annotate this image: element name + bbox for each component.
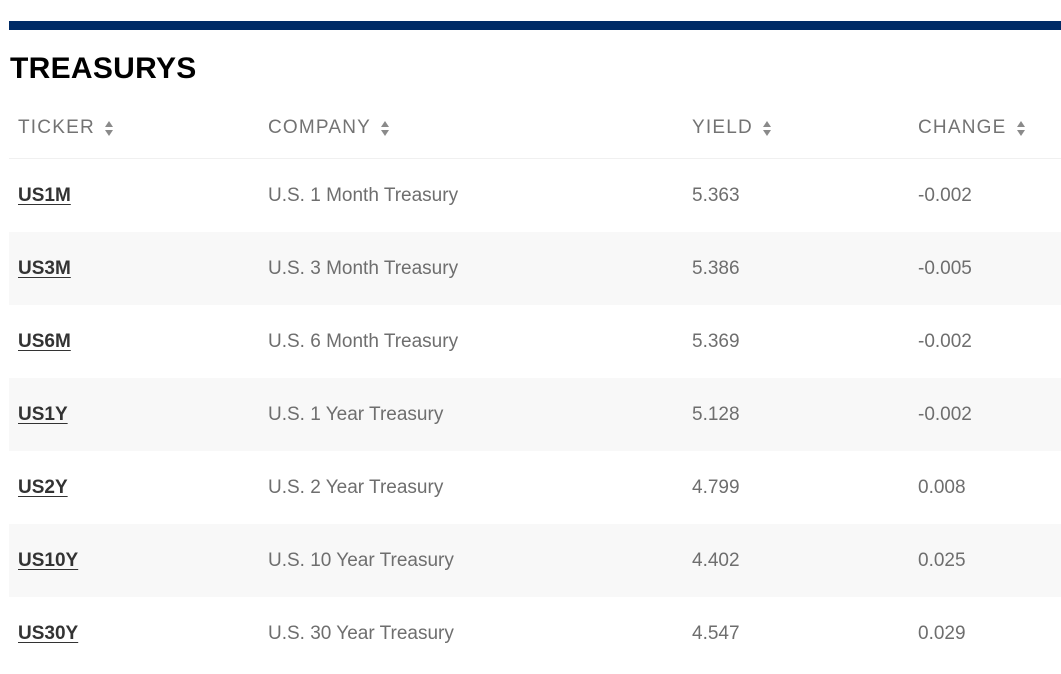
yield-cell: 4.547 — [692, 622, 740, 644]
yield-cell: 5.369 — [692, 330, 740, 352]
table-row: US1Y U.S. 1 Year Treasury 5.128 -0.002 — [9, 378, 1061, 451]
change-cell: -0.002 — [918, 330, 972, 352]
table-row: US3M U.S. 3 Month Treasury 5.386 -0.005 — [9, 232, 1061, 305]
table-header: TICKER COMPANY YIELD CHANGE — [9, 98, 1061, 159]
yield-cell: 5.128 — [692, 403, 740, 425]
ticker-cell: US1M — [18, 159, 71, 232]
column-header-label: YIELD — [692, 117, 753, 138]
yield-cell: 4.799 — [692, 476, 740, 498]
sort-arrows-icon[interactable] — [1016, 120, 1027, 136]
ticker-cell: US2Y — [18, 451, 68, 524]
column-header-label: COMPANY — [268, 117, 372, 138]
change-cell: -0.005 — [918, 257, 972, 279]
change-cell: 0.029 — [918, 622, 966, 644]
table-row: US10Y U.S. 10 Year Treasury 4.402 0.025 — [9, 524, 1061, 597]
ticker-cell: US6M — [18, 305, 71, 378]
ticker-link[interactable]: US2Y — [18, 476, 68, 498]
ticker-cell: US3M — [18, 232, 71, 305]
ticker-cell: US30Y — [18, 597, 78, 670]
ticker-link[interactable]: US10Y — [18, 549, 79, 571]
column-header-company[interactable]: COMPANY — [268, 98, 391, 158]
ticker-cell: US1Y — [18, 378, 68, 451]
ticker-link[interactable]: US3M — [18, 257, 71, 279]
company-cell: U.S. 1 Year Treasury — [268, 403, 444, 425]
sort-arrows-icon[interactable] — [104, 120, 115, 136]
yield-cell: 4.402 — [692, 549, 740, 571]
company-cell: U.S. 1 Month Treasury — [268, 184, 459, 206]
company-cell: U.S. 6 Month Treasury — [268, 330, 459, 352]
ticker-link[interactable]: US1M — [18, 184, 71, 206]
sort-arrows-icon[interactable] — [381, 120, 391, 136]
table-row: US2Y U.S. 2 Year Treasury 4.799 0.008 — [9, 451, 1061, 524]
column-header-label: CHANGE — [918, 117, 1007, 138]
treasury-table: TICKER COMPANY YIELD CHANGE US1M U.S. 1 … — [9, 98, 1061, 670]
ticker-link[interactable]: US1Y — [18, 403, 68, 425]
company-cell: U.S. 10 Year Treasury — [268, 549, 454, 571]
section-title: TREASURYS — [10, 52, 197, 85]
column-header-label: TICKER — [18, 117, 95, 138]
company-cell: U.S. 2 Year Treasury — [268, 476, 444, 498]
top-accent-bar — [9, 21, 1061, 30]
table-row: US1M U.S. 1 Month Treasury 5.363 -0.002 — [9, 159, 1061, 232]
table-row: US6M U.S. 6 Month Treasury 5.369 -0.002 — [9, 305, 1061, 378]
ticker-cell: US10Y — [18, 524, 78, 597]
sort-arrows-icon[interactable] — [762, 120, 773, 136]
yield-cell: 5.363 — [692, 184, 740, 206]
ticker-link[interactable]: US30Y — [18, 622, 79, 644]
yield-cell: 5.386 — [692, 257, 740, 279]
change-cell: -0.002 — [918, 403, 972, 425]
company-cell: U.S. 3 Month Treasury — [268, 257, 459, 279]
change-cell: 0.008 — [918, 476, 966, 498]
change-cell: -0.002 — [918, 184, 972, 206]
company-cell: U.S. 30 Year Treasury — [268, 622, 454, 644]
ticker-link[interactable]: US6M — [18, 330, 71, 352]
change-cell: 0.025 — [918, 549, 966, 571]
column-header-yield[interactable]: YIELD — [692, 98, 773, 158]
column-header-ticker[interactable]: TICKER — [18, 98, 115, 158]
table-row: US30Y U.S. 30 Year Treasury 4.547 0.029 — [9, 597, 1061, 670]
column-header-change[interactable]: CHANGE — [918, 98, 1027, 158]
